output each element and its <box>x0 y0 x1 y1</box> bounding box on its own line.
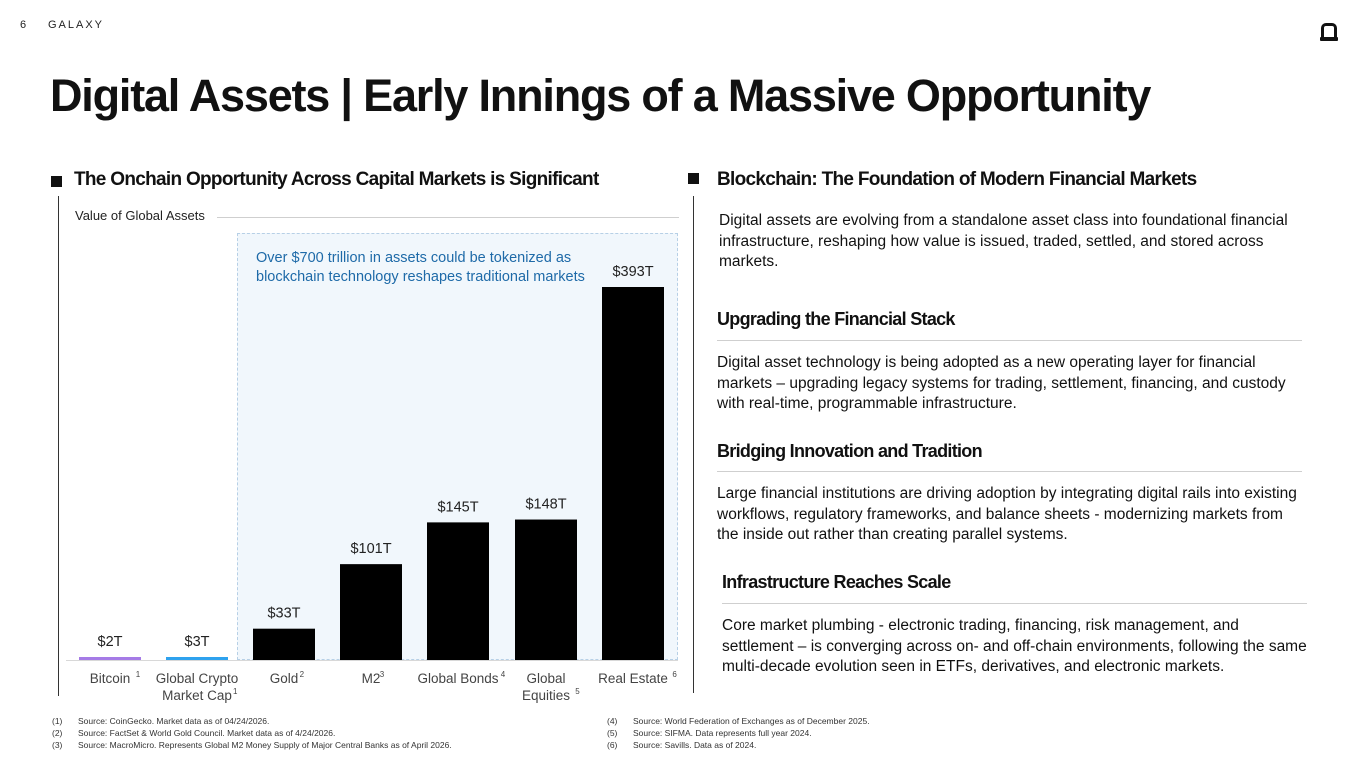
bar <box>79 657 141 660</box>
bar-value-label: $145T <box>437 499 478 515</box>
footnote: (2) Source: FactSet & World Gold Council.… <box>52 728 336 738</box>
bar <box>340 564 402 660</box>
bar-value-label: $3T <box>185 634 210 650</box>
footnote: (3) Source: MacroMicro. Represents Global… <box>52 740 452 750</box>
footnote-ref: 1 <box>233 687 238 696</box>
section-bullet-icon <box>688 173 699 184</box>
brand-name: GALAXY <box>48 19 105 31</box>
footnote-ref: 3 <box>380 670 385 679</box>
bar-value-label: $2T <box>98 634 123 650</box>
bar <box>427 522 489 660</box>
footnote: (4) Source: World Federation of Exchanges… <box>607 716 870 726</box>
footnote-ref: 1 <box>136 670 141 679</box>
subsection-body: Digital asset technology is being adopte… <box>717 354 1286 412</box>
left-section-heading: The Onchain Opportunity Across Capital M… <box>74 169 599 190</box>
footnote: (5) Source: SIFMA. Data represents full y… <box>607 728 812 738</box>
right-section-heading: Blockchain: The Foundation of Modern Fin… <box>717 169 1197 190</box>
bar <box>166 657 228 660</box>
page-title: Digital Assets | Early Innings of a Mass… <box>50 70 1151 121</box>
subsection-title: Bridging Innovation and Tradition <box>717 441 983 461</box>
footnote-ref: 4 <box>501 670 506 679</box>
bar-value-label: $101T <box>350 541 391 557</box>
bar <box>253 628 315 660</box>
category-tick-label: Real Estate <box>598 671 668 686</box>
bar-value-label: $393T <box>612 264 653 280</box>
footnote: (6) Source: Savills. Data as of 2024. <box>607 740 757 750</box>
subsection-rule <box>717 471 1302 472</box>
footnote-ref: 6 <box>672 670 677 679</box>
bar <box>515 519 577 660</box>
footnote: (1) Source: CoinGecko. Market data as of … <box>52 716 270 726</box>
subsection-rule <box>722 603 1307 604</box>
left-divider <box>58 196 59 696</box>
subsection-title: Infrastructure Reaches Scale <box>722 572 951 592</box>
right-divider <box>693 196 694 693</box>
bar-value-label: $33T <box>267 606 300 622</box>
category-tick-label: Equities <box>522 688 570 703</box>
chart-caption-rule <box>217 217 679 218</box>
category-tick-label: Global <box>526 671 565 686</box>
tokenization-callout: Over $700 trillion in assets could be to… <box>256 250 585 285</box>
category-tick-label: Market Cap <box>162 688 232 703</box>
galaxy-logo-icon <box>1320 23 1338 41</box>
footnote-ref: 5 <box>575 687 580 696</box>
category-tick-label: Bitcoin <box>90 671 131 686</box>
subsection-rule <box>717 340 1302 341</box>
bar <box>602 287 664 660</box>
bar-value-label: $148T <box>525 497 566 513</box>
intro-paragraph: Digital assets are evolving from a stand… <box>719 212 1288 270</box>
category-tick-label: Global Crypto <box>156 671 239 686</box>
footnote-ref: 2 <box>300 670 305 679</box>
subsection-body: Core market plumbing - electronic tradin… <box>722 617 1307 675</box>
chart-caption: Value of Global Assets <box>75 208 205 223</box>
subsection-body: Large financial institutions are driving… <box>717 485 1297 543</box>
subsection-title: Upgrading the Financial Stack <box>717 309 955 329</box>
category-tick-label: Global Bonds <box>417 671 498 686</box>
section-bullet-icon <box>51 176 62 187</box>
category-tick-label: M2 <box>362 671 381 686</box>
page-number: 6 <box>20 19 28 31</box>
category-tick-label: Gold <box>270 671 299 686</box>
